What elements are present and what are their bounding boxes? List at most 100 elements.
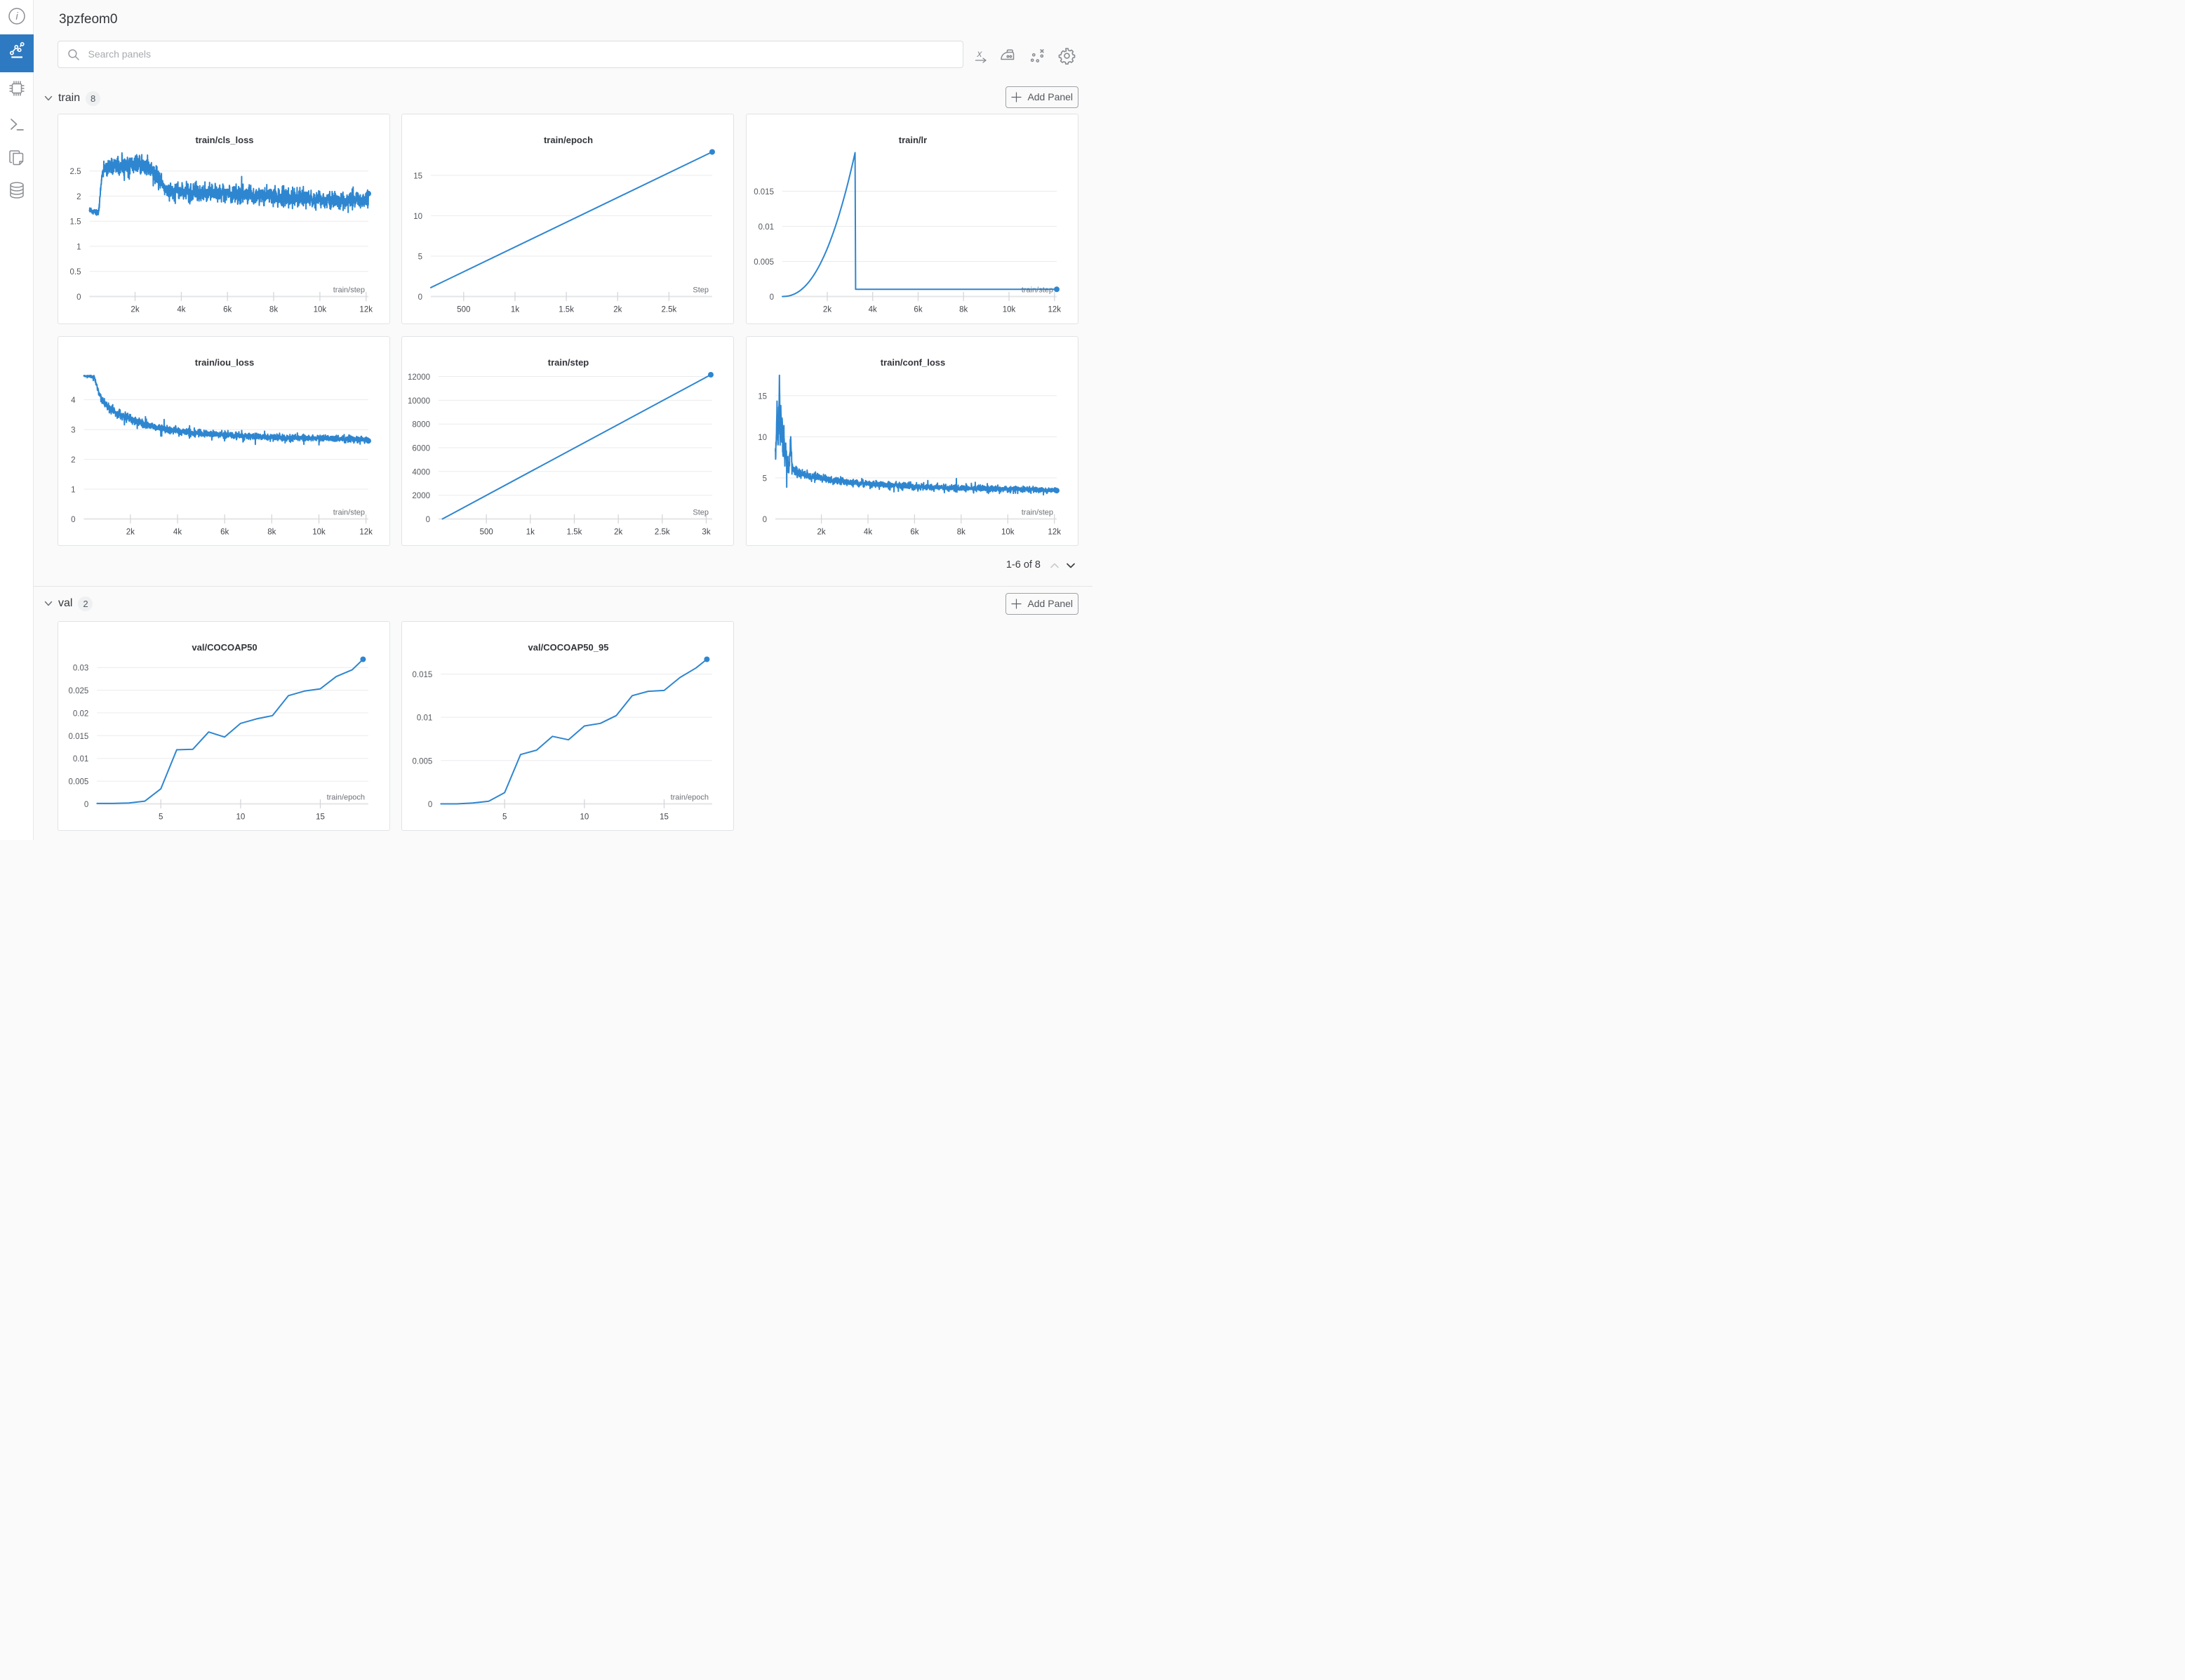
svg-text:5: 5 bbox=[418, 253, 422, 262]
svg-text:15: 15 bbox=[316, 813, 325, 821]
svg-text:8k: 8k bbox=[959, 306, 968, 314]
svg-text:1: 1 bbox=[76, 244, 81, 252]
svg-text:2.5: 2.5 bbox=[69, 168, 81, 176]
svg-text:0.02: 0.02 bbox=[72, 709, 88, 718]
svg-text:2k: 2k bbox=[817, 528, 825, 536]
svg-text:Step: Step bbox=[693, 286, 709, 295]
svg-text:5: 5 bbox=[158, 813, 162, 821]
svg-text:6k: 6k bbox=[223, 306, 232, 314]
svg-text:2k: 2k bbox=[131, 306, 139, 314]
svg-text:10k: 10k bbox=[1002, 306, 1015, 314]
svg-text:10: 10 bbox=[236, 813, 245, 821]
svg-text:0.03: 0.03 bbox=[72, 664, 88, 672]
svg-text:2k: 2k bbox=[614, 528, 622, 536]
svg-text:500: 500 bbox=[480, 528, 493, 536]
svg-text:2.5k: 2.5k bbox=[655, 528, 670, 536]
svg-text:train/lr: train/lr bbox=[898, 135, 926, 145]
svg-text:500: 500 bbox=[457, 306, 470, 314]
svg-text:0.005: 0.005 bbox=[413, 757, 433, 766]
svg-text:0.005: 0.005 bbox=[754, 258, 774, 267]
svg-text:4k: 4k bbox=[173, 528, 181, 536]
svg-text:1.5: 1.5 bbox=[69, 218, 81, 227]
svg-text:0: 0 bbox=[769, 293, 773, 302]
svg-text:15: 15 bbox=[758, 392, 767, 401]
svg-text:12k: 12k bbox=[359, 306, 373, 314]
svg-text:0: 0 bbox=[426, 516, 430, 524]
svg-text:4k: 4k bbox=[177, 306, 185, 314]
svg-text:val/COCOAP50_95: val/COCOAP50_95 bbox=[528, 642, 609, 653]
svg-text:6k: 6k bbox=[220, 528, 229, 536]
svg-text:10k: 10k bbox=[1001, 528, 1015, 536]
svg-text:6000: 6000 bbox=[412, 444, 430, 453]
svg-text:8k: 8k bbox=[269, 306, 277, 314]
svg-text:train/step: train/step bbox=[1021, 286, 1053, 295]
svg-text:train/step: train/step bbox=[1021, 508, 1053, 516]
svg-text:0: 0 bbox=[428, 801, 432, 809]
svg-text:4: 4 bbox=[71, 396, 76, 405]
svg-text:0.025: 0.025 bbox=[68, 687, 88, 695]
svg-text:1: 1 bbox=[71, 486, 75, 494]
svg-text:15: 15 bbox=[660, 813, 669, 821]
svg-text:5: 5 bbox=[762, 474, 766, 483]
svg-text:x: x bbox=[976, 48, 982, 59]
svg-text:6k: 6k bbox=[910, 528, 918, 536]
svg-text:3k: 3k bbox=[702, 528, 710, 536]
svg-text:12k: 12k bbox=[1048, 528, 1061, 536]
svg-text:10k: 10k bbox=[313, 306, 326, 314]
svg-text:2: 2 bbox=[71, 456, 75, 465]
svg-text:train/conf_loss: train/conf_loss bbox=[880, 357, 944, 368]
svg-text:1k: 1k bbox=[526, 528, 535, 536]
svg-text:train/cls_loss: train/cls_loss bbox=[195, 135, 253, 145]
svg-text:0.005: 0.005 bbox=[68, 778, 88, 786]
svg-text:1k: 1k bbox=[511, 306, 519, 314]
svg-text:2.5k: 2.5k bbox=[662, 306, 677, 314]
svg-text:5: 5 bbox=[502, 813, 507, 821]
svg-text:12000: 12000 bbox=[408, 373, 430, 382]
svg-text:train/step: train/step bbox=[333, 286, 364, 295]
svg-text:0.015: 0.015 bbox=[754, 188, 774, 196]
svg-text:0: 0 bbox=[762, 516, 766, 524]
svg-text:2k: 2k bbox=[822, 306, 831, 314]
svg-text:train/epoch: train/epoch bbox=[326, 793, 364, 801]
svg-text:4k: 4k bbox=[863, 528, 871, 536]
svg-text:8k: 8k bbox=[267, 528, 276, 536]
svg-text:12k: 12k bbox=[1048, 306, 1061, 314]
svg-text:0.01: 0.01 bbox=[758, 223, 773, 232]
svg-text:2000: 2000 bbox=[412, 492, 430, 500]
svg-text:Step: Step bbox=[693, 508, 709, 516]
svg-text:2k: 2k bbox=[613, 306, 622, 314]
svg-text:0.01: 0.01 bbox=[72, 755, 88, 764]
svg-text:2k: 2k bbox=[126, 528, 134, 536]
svg-text:0: 0 bbox=[418, 293, 422, 302]
svg-text:12k: 12k bbox=[359, 528, 373, 536]
svg-text:1.5k: 1.5k bbox=[559, 306, 574, 314]
svg-text:val/COCOAP50: val/COCOAP50 bbox=[192, 642, 257, 653]
svg-text:10000: 10000 bbox=[408, 396, 430, 405]
svg-text:3: 3 bbox=[71, 426, 75, 434]
svg-text:0: 0 bbox=[83, 801, 88, 809]
svg-text:4000: 4000 bbox=[412, 468, 430, 476]
svg-text:0.5: 0.5 bbox=[69, 268, 81, 276]
svg-text:train/iou_loss: train/iou_loss bbox=[194, 357, 254, 368]
svg-text:2: 2 bbox=[76, 193, 81, 201]
svg-text:0.015: 0.015 bbox=[68, 732, 88, 740]
svg-text:1.5k: 1.5k bbox=[567, 528, 582, 536]
svg-text:15: 15 bbox=[413, 172, 422, 180]
svg-text:train/step: train/step bbox=[548, 357, 589, 368]
svg-text:10: 10 bbox=[758, 434, 767, 442]
svg-text:train/epoch: train/epoch bbox=[671, 793, 709, 801]
svg-text:train/step: train/step bbox=[333, 508, 364, 516]
svg-text:6k: 6k bbox=[914, 306, 922, 314]
svg-text:10: 10 bbox=[580, 813, 589, 821]
svg-text:0: 0 bbox=[71, 516, 75, 524]
svg-text:8000: 8000 bbox=[412, 420, 430, 429]
svg-text:10: 10 bbox=[413, 213, 422, 221]
svg-text:10k: 10k bbox=[312, 528, 326, 536]
svg-text:4k: 4k bbox=[868, 306, 876, 314]
svg-text:8k: 8k bbox=[956, 528, 965, 536]
svg-text:i: i bbox=[15, 11, 18, 22]
svg-text:train/epoch: train/epoch bbox=[544, 135, 593, 145]
svg-text:0: 0 bbox=[76, 293, 81, 302]
svg-text:0.01: 0.01 bbox=[417, 714, 432, 722]
svg-text:0.015: 0.015 bbox=[413, 671, 433, 679]
